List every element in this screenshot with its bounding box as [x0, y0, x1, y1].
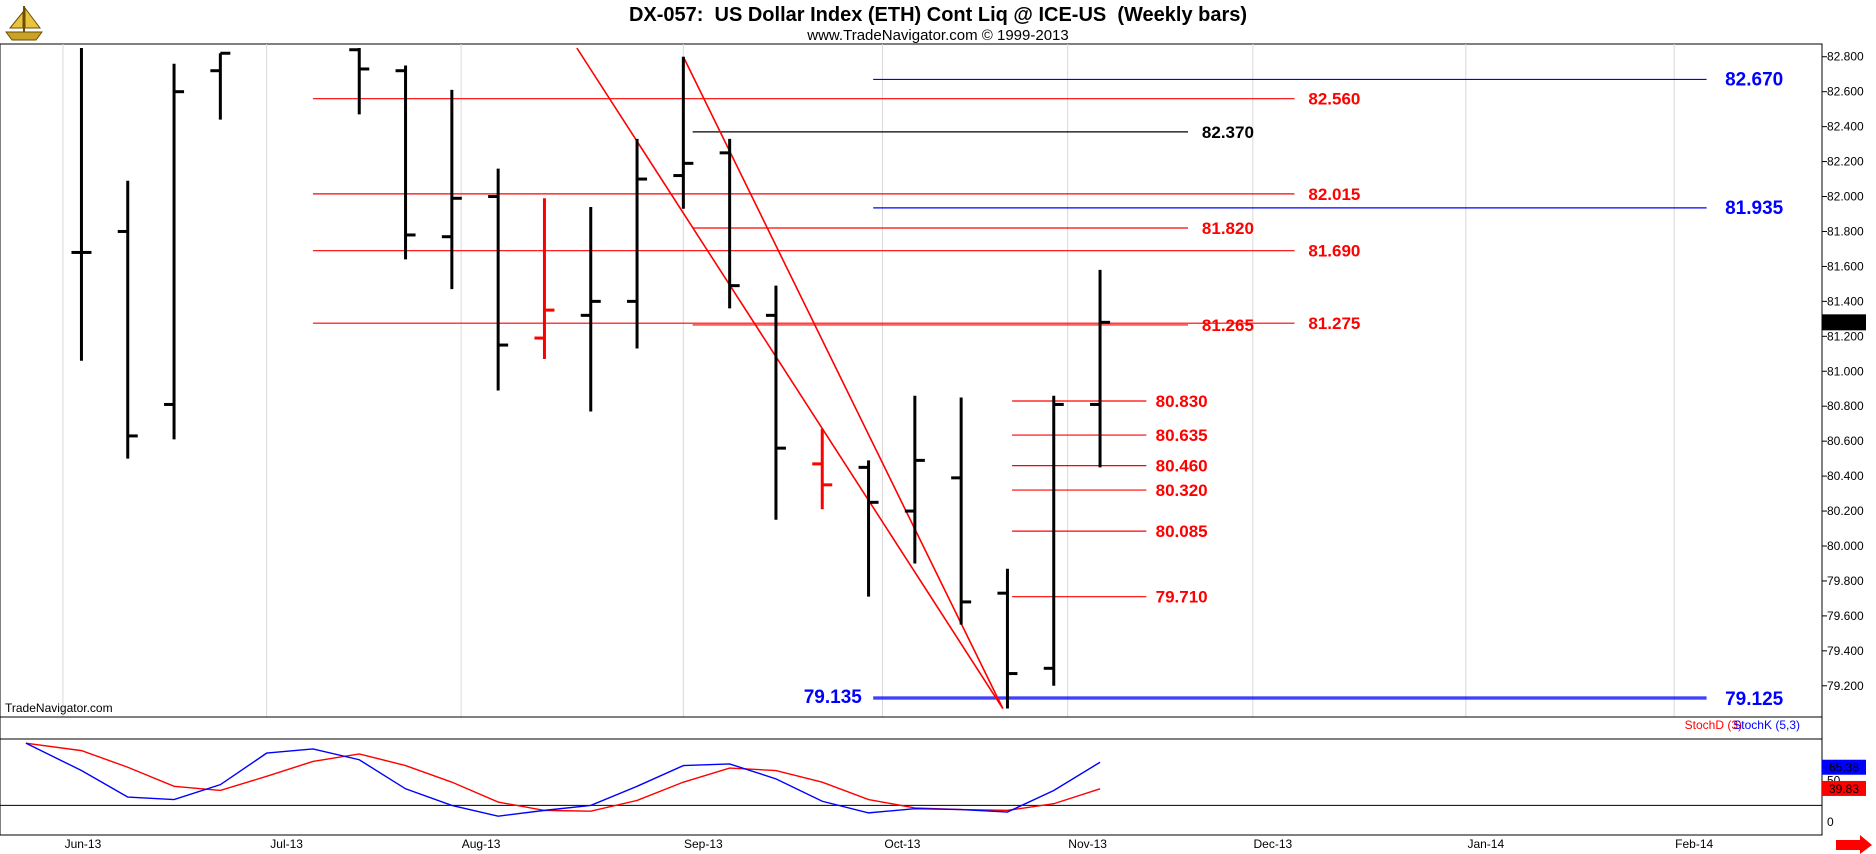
right-arrow-icon[interactable]	[1836, 835, 1872, 854]
x-tick-label: Jan-14	[1467, 837, 1504, 851]
ohlc-bar	[904, 395, 925, 564]
ohlc-bar	[719, 138, 740, 309]
scroll-right-button[interactable]	[1836, 835, 1872, 854]
ohlc-bar	[673, 56, 694, 209]
x-tick-label: Dec-13	[1253, 837, 1292, 851]
y-tick-label: 81.400	[1827, 294, 1864, 308]
stoch-d-badge	[1822, 780, 1866, 796]
chart-title: DX-057: US Dollar Index (ETH) Cont Liq @…	[629, 4, 1247, 26]
ohlc-bar	[627, 138, 648, 349]
ohlc-bar	[858, 460, 879, 597]
ohlc-bar	[395, 65, 416, 260]
ohlc-bar	[765, 285, 786, 520]
level-label: 81.690	[1308, 242, 1360, 261]
level-label: 81.265	[1202, 316, 1254, 335]
ohlc-bar	[1090, 269, 1111, 468]
legend-stoch-d: StochD (3)	[1685, 718, 1742, 732]
price-axis: 82.800 82.600 82.400 82.200 82.000 81.800 81.6…	[1822, 50, 1864, 693]
trendline	[682, 56, 1004, 709]
y-tick-label: 82.600	[1827, 85, 1864, 99]
price-grid	[62, 44, 1675, 835]
y-tick-label: 79.400	[1827, 644, 1864, 658]
x-tick-label: Jul-13	[270, 837, 303, 851]
ohlc-bar	[812, 428, 833, 510]
y-tick-label: 81.000	[1827, 364, 1864, 378]
chart-subtitle: www.TradeNavigator.com © 1999-2013	[806, 27, 1068, 44]
logo	[5, 6, 43, 41]
ohlc-bar	[349, 48, 370, 115]
y-tick-label: 80.600	[1827, 434, 1864, 448]
stoch-d-value: 39.83	[1829, 782, 1859, 796]
stoch-k-line	[25, 742, 1101, 817]
level-label: 82.670	[1725, 69, 1783, 90]
ohlc-bar	[997, 568, 1018, 709]
y-tick-label: 80.400	[1827, 469, 1864, 483]
ohlc-bar	[441, 89, 462, 290]
ohlc-bar	[1043, 395, 1064, 686]
y-tick-label: 82.200	[1827, 155, 1864, 169]
ohlc-bar	[580, 207, 601, 412]
x-tick-label: Aug-13	[462, 837, 501, 851]
y-tick-label: 79.600	[1827, 609, 1864, 623]
level-label: 80.830	[1156, 392, 1208, 411]
y-tick-label: 82.800	[1827, 50, 1864, 64]
level-label: 81.275	[1308, 314, 1360, 333]
level-label: 82.560	[1308, 90, 1360, 109]
ohlc-bar	[210, 51, 231, 120]
y-tick-label: 80.000	[1827, 539, 1864, 553]
ship-logo-icon	[5, 6, 43, 41]
level-label: 79.710	[1156, 588, 1208, 607]
legend-stoch-k: StochK (5,3)	[1733, 718, 1800, 732]
price-panel	[0, 43, 1823, 718]
stochastic-panel	[0, 716, 1823, 836]
price-bars	[71, 48, 1111, 709]
y-tick-label: 81.200	[1827, 329, 1864, 343]
y-tick-label: 82.000	[1827, 190, 1864, 204]
level-label: 82.015	[1308, 185, 1360, 204]
trendline	[576, 47, 1004, 709]
stoch-k-badge	[1822, 759, 1866, 775]
x-tick-label: Jun-13	[65, 837, 102, 851]
level-label: 79.135	[804, 687, 863, 708]
trendlines	[576, 47, 1004, 709]
last-price-value: 81.280	[1826, 315, 1863, 329]
stoch-k-value: 65.38	[1829, 761, 1859, 775]
ohlc-bar	[117, 180, 138, 459]
stoch-y-tick-label: 0	[1827, 815, 1834, 829]
time-axis: Jun-13 Jul-13 Aug-13 Sep-13 Oct-13 Nov-13 Dec-…	[65, 837, 1714, 851]
y-tick-label: 79.800	[1827, 574, 1864, 588]
fibonacci-levels: 82.670 82.560 82.370 82.015 81.935 81.820 81.6…	[312, 69, 1784, 710]
x-tick-label: Feb-14	[1675, 837, 1713, 851]
y-tick-label: 82.400	[1827, 120, 1864, 134]
level-label: 81.820	[1202, 219, 1254, 238]
y-tick-label: 80.800	[1827, 399, 1864, 413]
level-label: 80.635	[1156, 426, 1208, 445]
level-label: 79.125	[1725, 689, 1784, 710]
ohlc-bar	[71, 48, 92, 361]
y-tick-label: 80.200	[1827, 504, 1864, 518]
x-tick-label: Nov-13	[1068, 837, 1107, 851]
level-label: 80.320	[1156, 481, 1208, 500]
y-tick-label: 81.800	[1827, 224, 1864, 238]
x-tick-label: Sep-13	[684, 837, 723, 851]
level-label: 81.935	[1725, 198, 1784, 219]
y-tick-label: 81.600	[1827, 259, 1864, 273]
watermark: TradeNavigator.com	[5, 701, 113, 715]
level-label: 80.460	[1156, 457, 1208, 476]
y-tick-label: 79.200	[1827, 679, 1864, 693]
ohlc-bar	[488, 168, 509, 391]
ohlc-bar	[164, 63, 185, 440]
ohlc-bar	[534, 198, 555, 360]
x-tick-label: Oct-13	[884, 837, 920, 851]
ohlc-bar	[951, 397, 972, 625]
level-label: 82.370	[1202, 123, 1254, 142]
last-price-badge: 81.280	[1822, 314, 1866, 331]
level-label: 80.085	[1156, 522, 1208, 541]
